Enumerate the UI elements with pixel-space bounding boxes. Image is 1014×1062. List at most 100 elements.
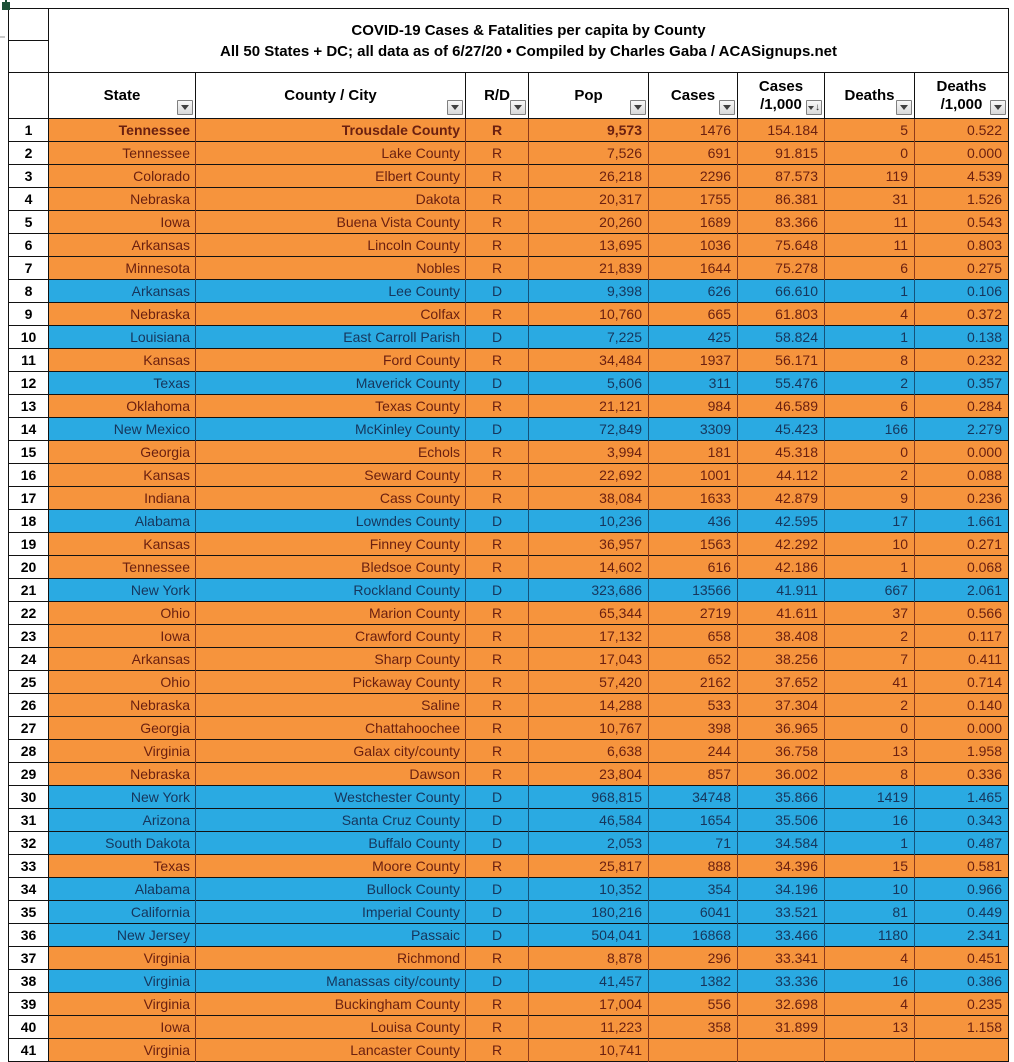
cell-population[interactable]: 17,132 xyxy=(528,624,649,648)
row-number-cell[interactable]: 25 xyxy=(8,670,49,694)
row-number-cell[interactable]: 28 xyxy=(8,739,49,763)
filter-dropdown-button[interactable] xyxy=(177,100,193,115)
cell-deaths[interactable]: 119 xyxy=(824,164,915,188)
cell-cases[interactable]: 358 xyxy=(648,1015,738,1039)
cell-county[interactable]: Lake County xyxy=(195,141,466,165)
cell-deaths-per-1000[interactable]: 0.522 xyxy=(914,118,1009,142)
cell-cases[interactable]: 16868 xyxy=(648,923,738,947)
cell-deaths[interactable]: 16 xyxy=(824,969,915,993)
cell-deaths[interactable] xyxy=(824,1038,915,1062)
cell-party[interactable]: R xyxy=(465,348,529,372)
row-number-cell[interactable]: 2 xyxy=(8,141,49,165)
cell-population[interactable]: 65,344 xyxy=(528,601,649,625)
cell-county[interactable]: Bullock County xyxy=(195,877,466,901)
cell-party[interactable]: R xyxy=(465,164,529,188)
cell-state[interactable]: Virginia xyxy=(48,1038,196,1062)
cell-state[interactable]: Alabama xyxy=(48,509,196,533)
row-number-cell[interactable]: 18 xyxy=(8,509,49,533)
cell-population[interactable]: 323,686 xyxy=(528,578,649,602)
cell-county[interactable]: Ford County xyxy=(195,348,466,372)
column-header-deaths[interactable]: Deaths xyxy=(824,72,915,119)
cell-deaths-per-1000[interactable]: 0.232 xyxy=(914,348,1009,372)
cell-cases-per-1000[interactable]: 154.184 xyxy=(737,118,825,142)
cell-deaths-per-1000[interactable]: 0.000 xyxy=(914,141,1009,165)
cell-cases[interactable]: 1476 xyxy=(648,118,738,142)
cell-state[interactable]: Indiana xyxy=(48,486,196,510)
cell-county[interactable]: Lancaster County xyxy=(195,1038,466,1062)
cell-deaths-per-1000[interactable] xyxy=(914,1038,1009,1062)
row-number-cell[interactable]: 38 xyxy=(8,969,49,993)
cell-county[interactable]: Seward County xyxy=(195,463,466,487)
cell-deaths[interactable]: 41 xyxy=(824,670,915,694)
cell-county[interactable]: Crawford County xyxy=(195,624,466,648)
cell-state[interactable]: Arkansas xyxy=(48,647,196,671)
cell-deaths-per-1000[interactable]: 0.068 xyxy=(914,555,1009,579)
sheet-title-cell[interactable]: COVID-19 Cases & Fatalities per capita b… xyxy=(48,8,1009,73)
cell-cases-per-1000[interactable]: 36.965 xyxy=(737,716,825,740)
cell-cases-per-1000[interactable]: 75.278 xyxy=(737,256,825,280)
cell-deaths[interactable]: 667 xyxy=(824,578,915,602)
cell-party[interactable]: R xyxy=(465,854,529,878)
cell-party[interactable]: R xyxy=(465,1015,529,1039)
cell-cases[interactable]: 6041 xyxy=(648,900,738,924)
cell-party[interactable]: D xyxy=(465,808,529,832)
cell-deaths[interactable]: 0 xyxy=(824,141,915,165)
cell-population[interactable]: 57,420 xyxy=(528,670,649,694)
cell-party[interactable]: R xyxy=(465,670,529,694)
row-number-header-cell[interactable] xyxy=(8,72,49,119)
cell-deaths[interactable]: 13 xyxy=(824,1015,915,1039)
cell-state[interactable]: Iowa xyxy=(48,210,196,234)
cell-deaths-per-1000[interactable]: 0.140 xyxy=(914,693,1009,717)
cell-cases-per-1000[interactable]: 91.815 xyxy=(737,141,825,165)
cell-county[interactable]: Lincoln County xyxy=(195,233,466,257)
cell-deaths[interactable]: 15 xyxy=(824,854,915,878)
cell-population[interactable]: 41,457 xyxy=(528,969,649,993)
cell-party[interactable]: R xyxy=(465,555,529,579)
cell-party[interactable]: R xyxy=(465,647,529,671)
row-number-cell[interactable]: 14 xyxy=(8,417,49,441)
cell-party[interactable]: R xyxy=(465,118,529,142)
cell-county[interactable]: Echols xyxy=(195,440,466,464)
cell-deaths[interactable]: 0 xyxy=(824,716,915,740)
cell-population[interactable]: 14,288 xyxy=(528,693,649,717)
cell-population[interactable]: 46,584 xyxy=(528,808,649,832)
cell-cases-per-1000[interactable]: 31.899 xyxy=(737,1015,825,1039)
cell-deaths-per-1000[interactable]: 2.279 xyxy=(914,417,1009,441)
cell-population[interactable]: 180,216 xyxy=(528,900,649,924)
cell-deaths[interactable]: 4 xyxy=(824,946,915,970)
cell-county[interactable]: Rockland County xyxy=(195,578,466,602)
cell-deaths-per-1000[interactable]: 1.958 xyxy=(914,739,1009,763)
cell-state[interactable]: Arizona xyxy=(48,808,196,832)
cell-party[interactable]: R xyxy=(465,946,529,970)
cell-state[interactable]: Ohio xyxy=(48,601,196,625)
cell-deaths-per-1000[interactable]: 0.235 xyxy=(914,992,1009,1016)
row-number-cell[interactable]: 36 xyxy=(8,923,49,947)
cell-county[interactable]: Maverick County xyxy=(195,371,466,395)
cell-deaths-per-1000[interactable]: 0.803 xyxy=(914,233,1009,257)
cell-population[interactable]: 13,695 xyxy=(528,233,649,257)
cell-deaths[interactable]: 11 xyxy=(824,233,915,257)
cell-cases-per-1000[interactable]: 45.423 xyxy=(737,417,825,441)
cell-population[interactable]: 9,398 xyxy=(528,279,649,303)
cell-deaths-per-1000[interactable]: 1.661 xyxy=(914,509,1009,533)
column-header-state[interactable]: State xyxy=(48,72,196,119)
cell-deaths[interactable]: 1 xyxy=(824,831,915,855)
row-number-cell[interactable]: 34 xyxy=(8,877,49,901)
cell-state[interactable]: Alabama xyxy=(48,877,196,901)
cell-county[interactable]: McKinley County xyxy=(195,417,466,441)
cell-deaths[interactable]: 1 xyxy=(824,555,915,579)
cell-cases-per-1000[interactable]: 34.196 xyxy=(737,877,825,901)
cell-state[interactable]: Iowa xyxy=(48,624,196,648)
cell-party[interactable]: D xyxy=(465,877,529,901)
cell-deaths-per-1000[interactable]: 2.341 xyxy=(914,923,1009,947)
row-number-cell[interactable]: 4 xyxy=(8,187,49,211)
cell-population[interactable]: 7,526 xyxy=(528,141,649,165)
cell-cases-per-1000[interactable]: 66.610 xyxy=(737,279,825,303)
cell-population[interactable]: 6,638 xyxy=(528,739,649,763)
cell-county[interactable]: Chattahoochee xyxy=(195,716,466,740)
cell-cases[interactable]: 34748 xyxy=(648,785,738,809)
row-number-cell[interactable]: 13 xyxy=(8,394,49,418)
cell-cases-per-1000[interactable]: 41.911 xyxy=(737,578,825,602)
cell-deaths-per-1000[interactable]: 0.372 xyxy=(914,302,1009,326)
cell-deaths[interactable]: 6 xyxy=(824,394,915,418)
